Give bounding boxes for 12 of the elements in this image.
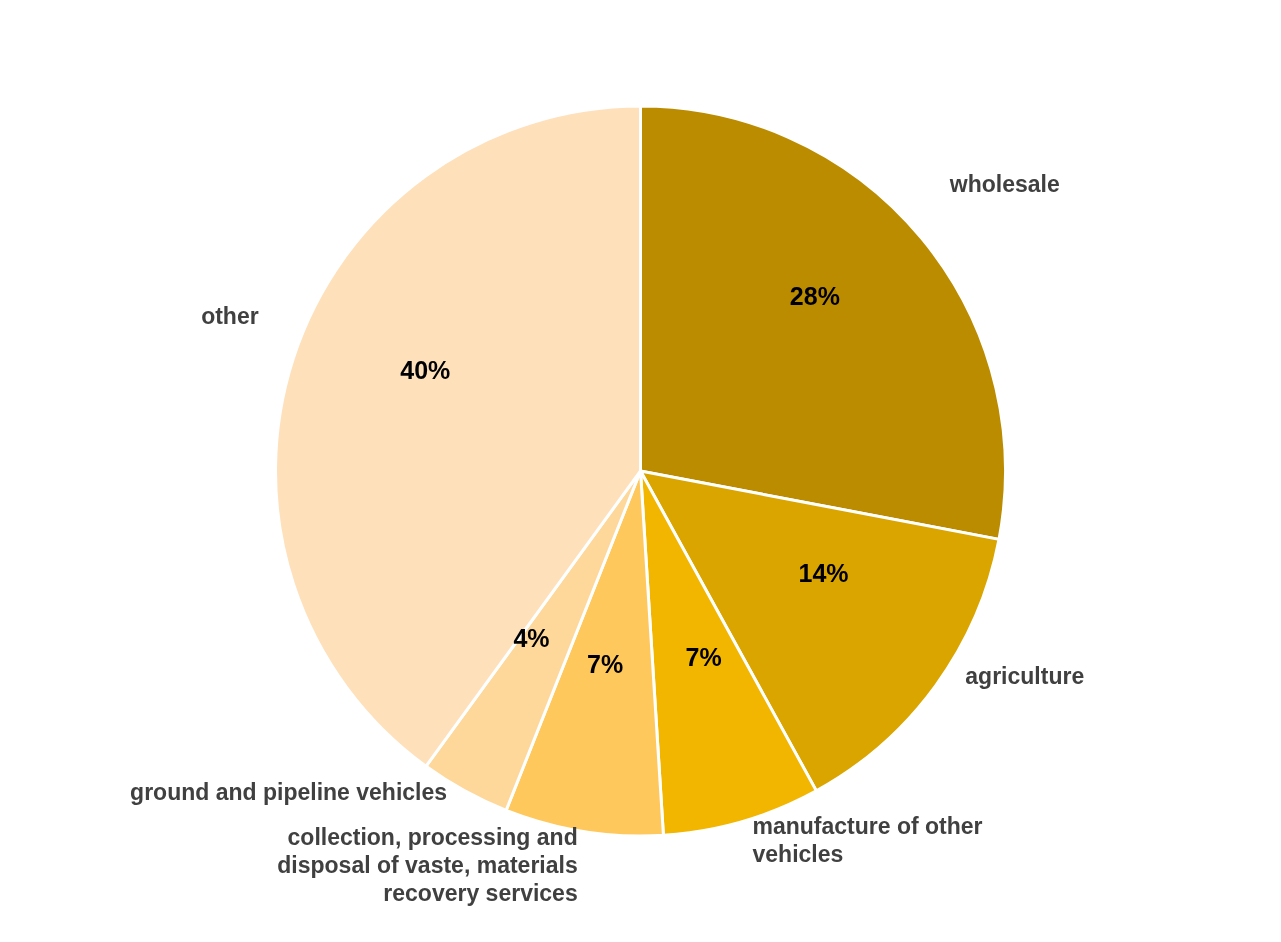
slice-label: other xyxy=(201,302,259,329)
data-label: 7% xyxy=(587,649,624,678)
data-label: 7% xyxy=(685,643,722,672)
slice-label: manufacture of other vehicles xyxy=(752,812,983,867)
data-label: 40% xyxy=(400,356,451,385)
slice-label: collection, processing and disposal of vaste, materials recovery services xyxy=(277,823,578,906)
data-label: 4% xyxy=(513,624,550,653)
data-label: 28% xyxy=(789,281,840,310)
slice-label: ground and pipeline vehicles xyxy=(130,778,448,805)
slice-label: agriculture xyxy=(965,663,1085,689)
data-label: 14% xyxy=(798,559,849,588)
slice-label: wholesale xyxy=(948,171,1060,198)
